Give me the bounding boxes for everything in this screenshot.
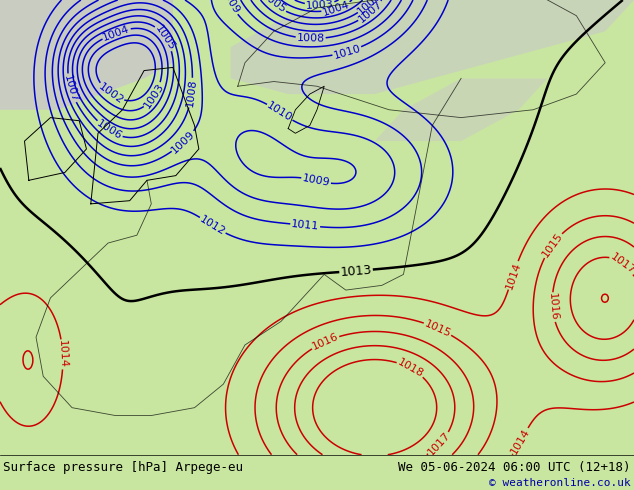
Text: 1008: 1008 (297, 33, 325, 44)
Text: 1010: 1010 (332, 43, 362, 60)
Text: 1004: 1004 (321, 0, 351, 18)
Text: 1003: 1003 (306, 0, 334, 10)
Text: 1005: 1005 (153, 23, 178, 52)
Text: 1004: 1004 (101, 24, 131, 43)
Text: 1006: 1006 (94, 119, 124, 142)
Text: 1010: 1010 (265, 100, 294, 124)
Text: 1017: 1017 (609, 251, 634, 276)
Text: 1016: 1016 (547, 293, 559, 321)
Text: 1014: 1014 (57, 340, 68, 368)
Text: 1002: 1002 (96, 81, 125, 106)
Text: 1012: 1012 (198, 214, 227, 237)
Polygon shape (231, 0, 634, 94)
Text: 1008: 1008 (185, 78, 198, 107)
Text: We 05-06-2024 06:00 UTC (12+18): We 05-06-2024 06:00 UTC (12+18) (398, 461, 631, 473)
Text: © weatheronline.co.uk: © weatheronline.co.uk (489, 478, 631, 488)
Text: 1003: 1003 (142, 81, 166, 110)
Text: Surface pressure [hPa] Arpege-eu: Surface pressure [hPa] Arpege-eu (3, 461, 243, 473)
Text: 1014: 1014 (504, 260, 522, 290)
Text: 1013: 1013 (340, 263, 372, 278)
Polygon shape (375, 78, 548, 141)
Text: 1007: 1007 (62, 74, 79, 103)
Text: 1011: 1011 (291, 219, 320, 232)
Text: 1014: 1014 (509, 426, 532, 456)
Text: 1015: 1015 (423, 318, 453, 339)
Text: 1009: 1009 (301, 173, 331, 188)
Text: 1005: 1005 (259, 0, 288, 15)
Text: 1018: 1018 (396, 357, 425, 380)
Text: 1007: 1007 (357, 0, 385, 25)
Text: 1017: 1017 (426, 430, 453, 458)
Text: 1006: 1006 (356, 0, 384, 16)
Text: 1016: 1016 (311, 331, 340, 352)
Text: 1015: 1015 (540, 231, 564, 259)
Polygon shape (0, 0, 173, 110)
Text: 1009: 1009 (170, 129, 197, 155)
Text: 1009: 1009 (218, 0, 242, 16)
